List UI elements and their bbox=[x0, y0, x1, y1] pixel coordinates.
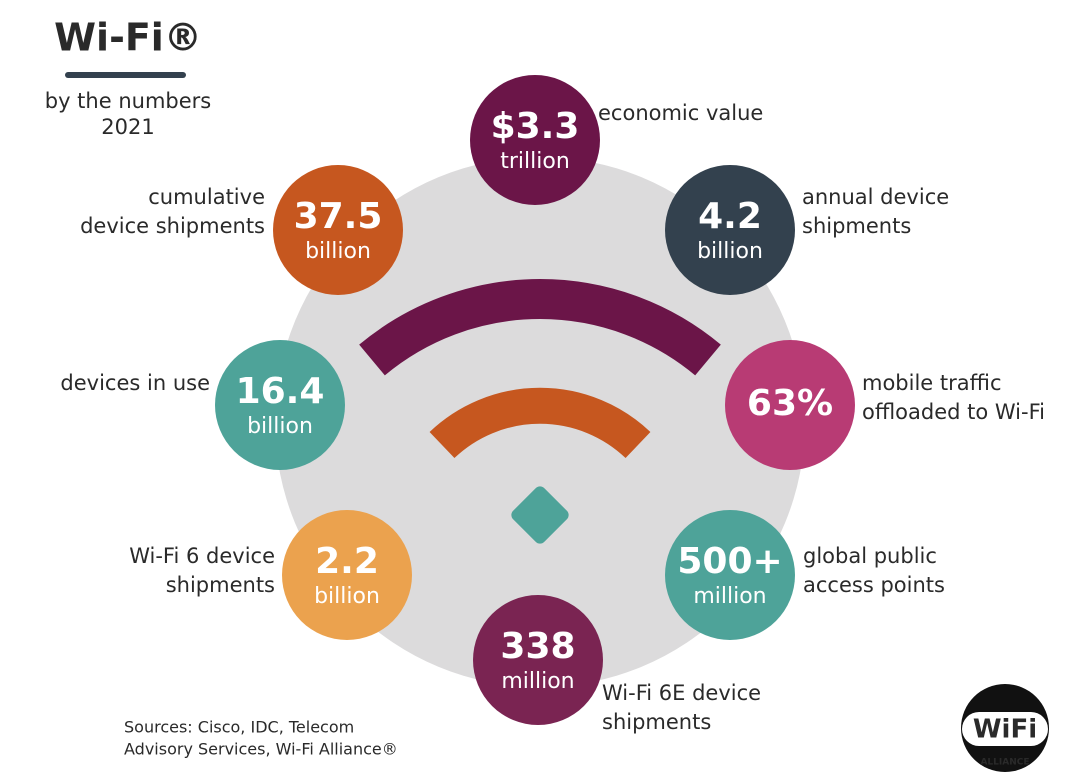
stat-value: $3.3 bbox=[491, 106, 580, 147]
stat-bubble bbox=[725, 340, 855, 470]
logo-mark: WiFi bbox=[973, 715, 1037, 745]
stat-unit: million bbox=[501, 669, 574, 694]
stat-unit: billion bbox=[247, 414, 313, 439]
stat-unit: billion bbox=[697, 239, 763, 264]
stat-unit: billion bbox=[314, 584, 380, 609]
stat-unit: trillion bbox=[500, 149, 570, 174]
stat-bubble bbox=[282, 510, 412, 640]
stat-bubble bbox=[470, 75, 600, 205]
title: Wi-Fi® bbox=[54, 16, 202, 60]
stat-value: 16.4 bbox=[236, 371, 325, 412]
stat-label: device shipments bbox=[80, 214, 265, 238]
stat-label: economic value bbox=[598, 101, 763, 125]
stat-label: Wi-Fi 6E device bbox=[602, 681, 761, 705]
stat-label: shipments bbox=[602, 710, 711, 734]
wifi-arc-large bbox=[359, 279, 721, 376]
stat-value: 37.5 bbox=[294, 196, 383, 237]
stat-bubble bbox=[273, 165, 403, 295]
stat-unit: million bbox=[693, 584, 766, 609]
stat-value: 500+ bbox=[677, 541, 782, 582]
stat-bubble bbox=[665, 165, 795, 295]
stat-label: shipments bbox=[166, 573, 275, 597]
logo-pill bbox=[962, 712, 1048, 746]
stat-bubble bbox=[473, 595, 603, 725]
stat-unit: billion bbox=[305, 239, 371, 264]
subtitle: by the numbers bbox=[45, 89, 211, 113]
stat-value: 338 bbox=[500, 626, 575, 667]
stat-label: shipments bbox=[802, 214, 911, 238]
subtitle: 2021 bbox=[101, 115, 154, 139]
logo-text: ALLIANCE bbox=[980, 758, 1029, 768]
stat-label: global public bbox=[803, 544, 937, 568]
sources: Advisory Services, Wi-Fi Alliance® bbox=[124, 740, 398, 759]
stat-label: devices in use bbox=[60, 371, 210, 395]
stat-label: Wi-Fi 6 device bbox=[129, 544, 275, 568]
stat-label: mobile traffic bbox=[862, 371, 1001, 395]
stat-value: 63% bbox=[747, 383, 833, 424]
wifi-dot bbox=[511, 486, 569, 544]
stat-label: access points bbox=[803, 573, 945, 597]
stat-bubble bbox=[665, 510, 795, 640]
stat-value: 2.2 bbox=[315, 541, 379, 582]
stat-label: annual device bbox=[802, 185, 949, 209]
stat-value: 4.2 bbox=[698, 196, 762, 237]
sources: Sources: Cisco, IDC, Telecom bbox=[124, 718, 354, 737]
wifi-arc-small bbox=[429, 387, 651, 459]
stat-label: offloaded to Wi-Fi bbox=[862, 400, 1045, 424]
stat-label: cumulative bbox=[148, 185, 265, 209]
stat-bubble bbox=[215, 340, 345, 470]
